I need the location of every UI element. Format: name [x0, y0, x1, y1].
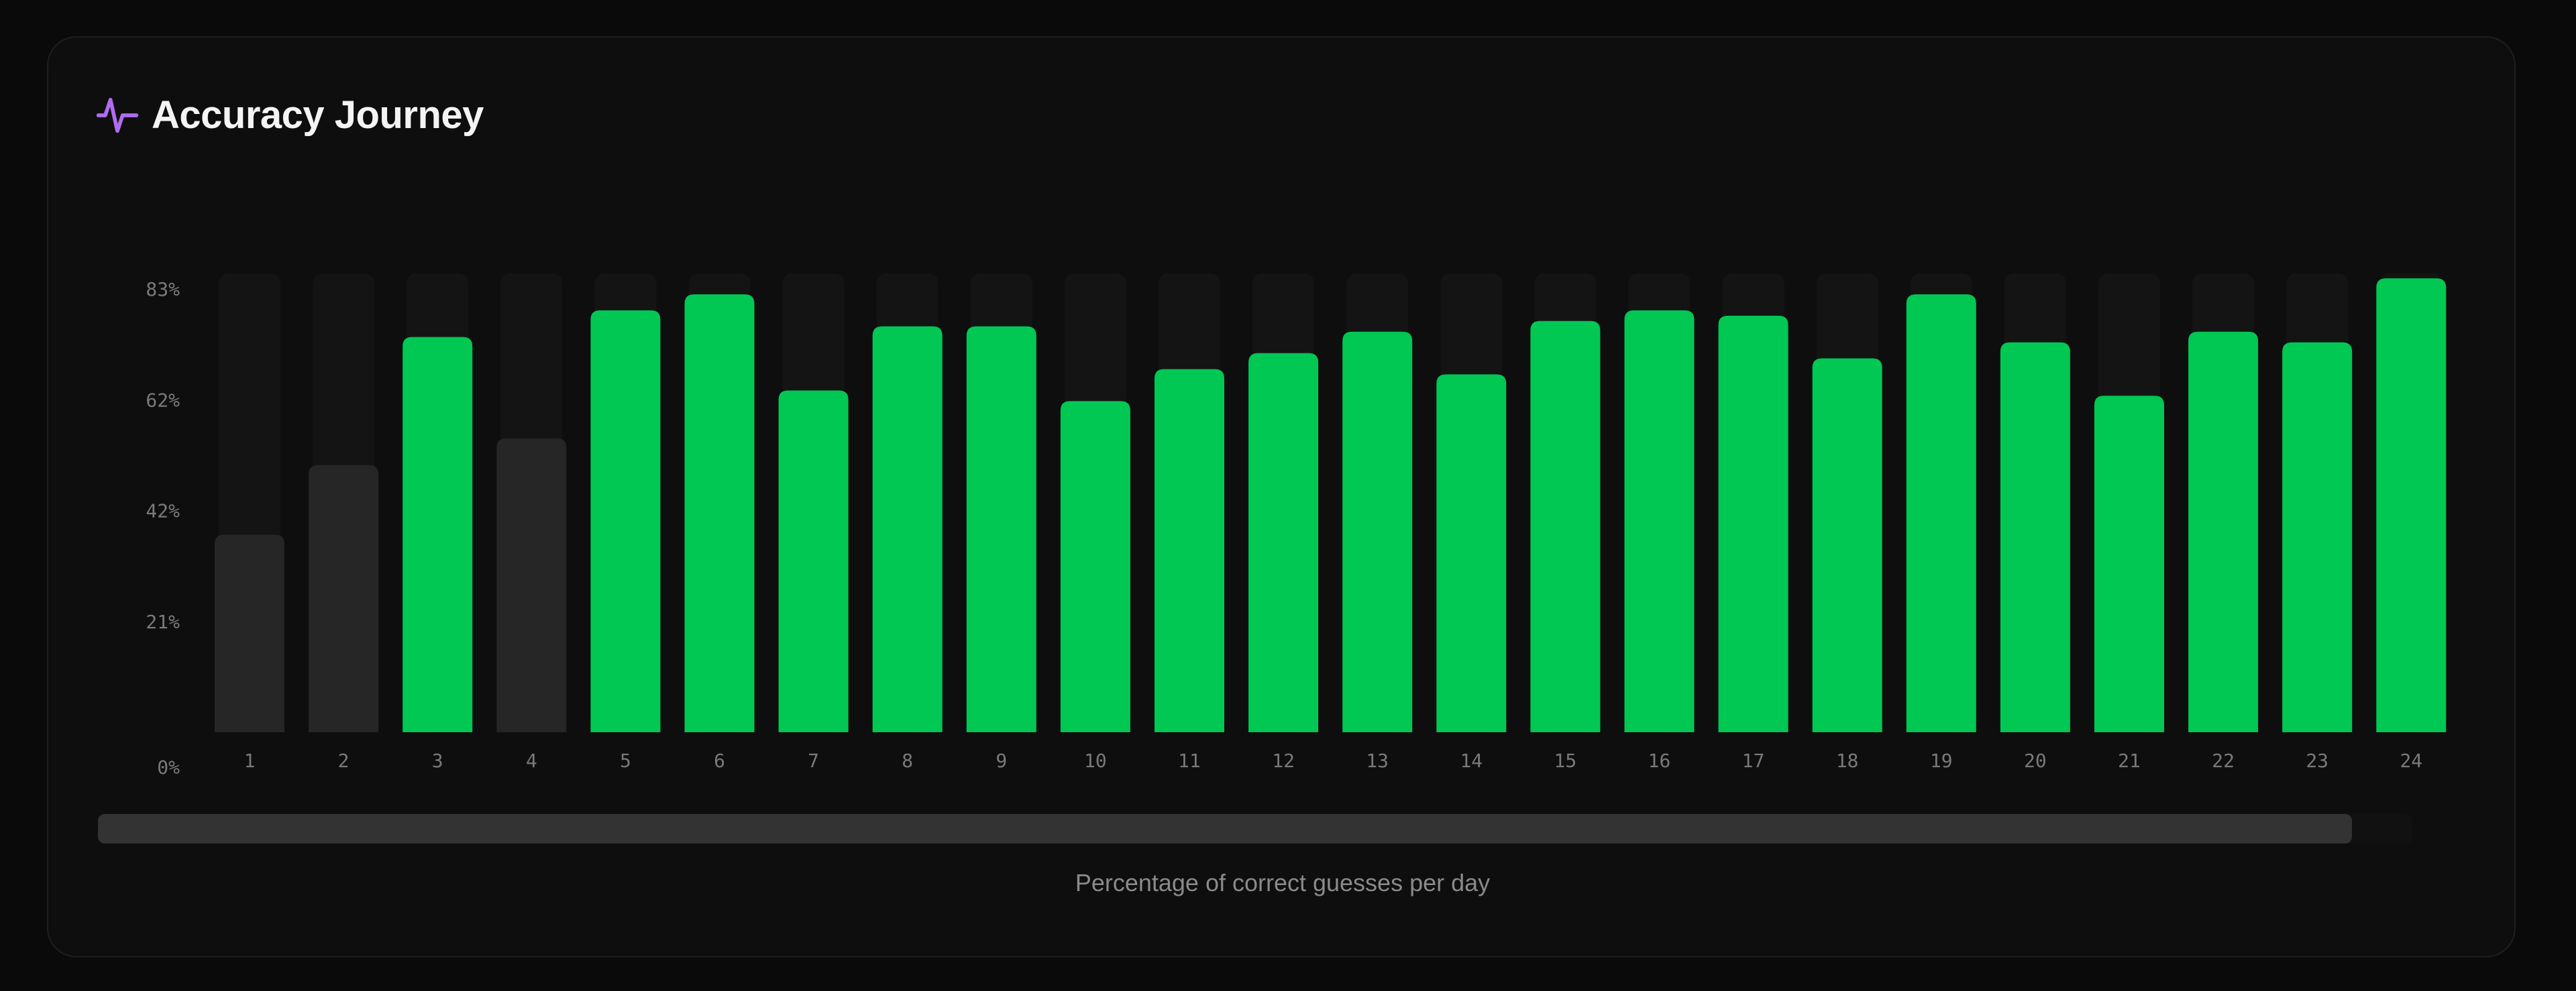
x-tick-label: 15: [1554, 750, 1577, 772]
x-tick-label: 20: [2024, 750, 2047, 772]
x-tick-label: 16: [1648, 750, 1671, 772]
bar-day-6: [684, 294, 755, 732]
bar-day-20: [2000, 342, 2070, 732]
bar-day-5: [590, 310, 661, 732]
x-tick-label: 23: [2306, 750, 2328, 772]
x-tick-label: 14: [1460, 750, 1483, 772]
x-tick-label: 4: [526, 750, 537, 772]
x-tick-label: 17: [1742, 750, 1765, 772]
chart-scrollbar-track[interactable]: [98, 814, 2412, 843]
y-tick-label: 83%: [146, 278, 180, 300]
x-tick-label: 5: [620, 750, 631, 772]
bar-day-22: [2188, 331, 2259, 733]
bar-day-15: [1530, 320, 1601, 732]
x-tick-label: 10: [1084, 750, 1107, 772]
y-tick-label: 21%: [146, 611, 180, 633]
x-tick-label: 22: [2212, 750, 2235, 772]
y-tick-label: 42%: [146, 500, 180, 522]
bar-day-3: [402, 337, 473, 733]
y-tick-label: 62%: [146, 389, 180, 411]
x-tick-label: 24: [2400, 750, 2422, 772]
x-tick-label: 18: [1836, 750, 1859, 772]
y-tick-label: 0%: [157, 756, 180, 778]
x-tick-label: 6: [714, 750, 725, 772]
bar-day-13: [1342, 331, 1413, 733]
chart-scrollbar-thumb[interactable]: [98, 814, 2353, 843]
x-tick-label: 12: [1272, 750, 1295, 772]
bar-day-9: [966, 326, 1036, 733]
bar-day-10: [1060, 401, 1130, 732]
x-tick-label: 1: [244, 750, 256, 772]
bar-day-2: [309, 465, 379, 732]
x-tick-label: 13: [1366, 750, 1389, 772]
card-title: Accuracy Journey: [152, 93, 484, 137]
bar-day-11: [1155, 369, 1224, 732]
accuracy-bar-chart: 0%21%42%62%83%1 2 3 4 5 6 7 8 9 10 11 12 13 14 15 16 17 1…: [146, 274, 2447, 778]
x-tick-label: 8: [902, 750, 913, 772]
x-tick-label: 11: [1178, 750, 1201, 772]
activity-pulse-icon: [97, 97, 138, 133]
x-tick-label: 21: [2118, 750, 2141, 772]
x-tick-label: 9: [996, 750, 1007, 772]
bar-day-24: [2376, 278, 2447, 733]
accuracy-card: Accuracy Journey 0% 21% 42% 62% 83% 1 2 3 4 5 6 7 8 9…: [47, 36, 2516, 957]
bar-day-19: [1906, 294, 1976, 732]
bar-day-12: [1248, 353, 1319, 732]
bar-day-23: [2282, 342, 2353, 732]
card-header: Accuracy Journey: [97, 93, 484, 137]
bar-day-17: [1718, 315, 1788, 732]
bar-day-7: [778, 390, 849, 732]
bar-day-8: [872, 326, 943, 733]
bar-day-16: [1624, 310, 1695, 732]
x-tick-label: 3: [432, 750, 443, 772]
bar-day-18: [1812, 358, 1882, 732]
x-tick-label: 19: [1930, 750, 1953, 772]
chart-caption: Percentage of correct guesses per day: [1075, 869, 1491, 896]
bar-day-4: [496, 438, 567, 732]
bar-day-1: [215, 534, 284, 732]
bar-day-14: [1436, 374, 1507, 732]
bar-day-21: [2094, 396, 2164, 732]
x-tick-label: 7: [808, 750, 819, 772]
x-tick-label: 2: [338, 750, 350, 772]
